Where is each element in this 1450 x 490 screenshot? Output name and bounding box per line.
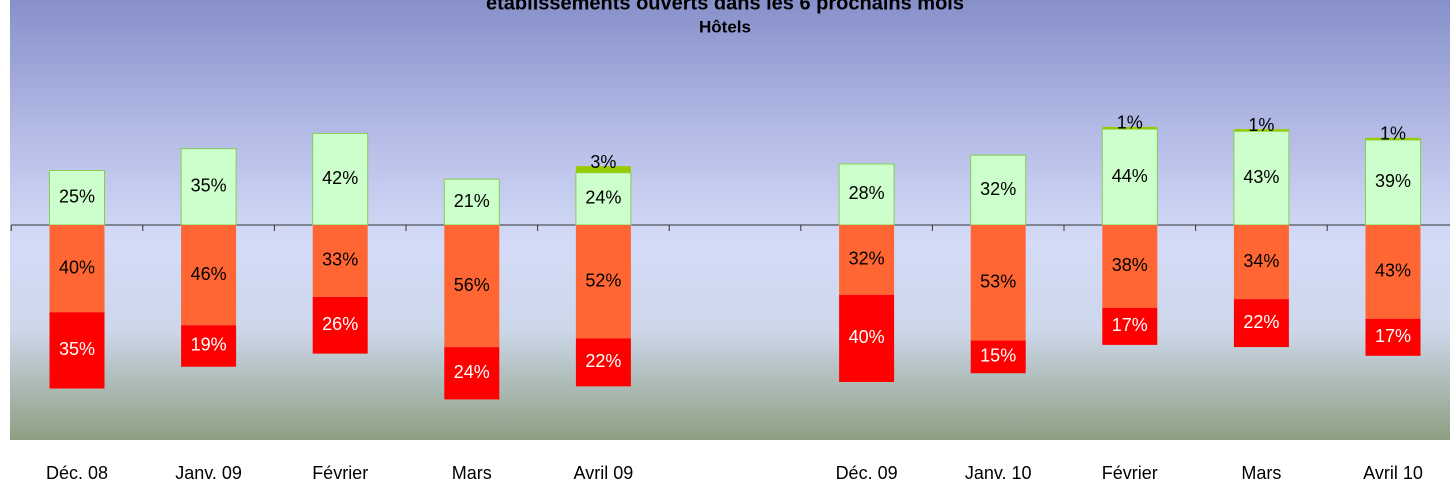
chart-title: établissements ouverts dans les 6 procha… [486, 0, 964, 14]
x-tick-label: Janv. 09 [175, 463, 242, 483]
bar-segment [575, 338, 631, 387]
data-label: 35% [59, 339, 95, 359]
x-tick-label: Déc. 09 [836, 463, 898, 483]
bar-segment [970, 154, 1027, 226]
data-label: 32% [980, 179, 1016, 199]
data-label: 52% [585, 270, 621, 290]
data-label: 17% [1112, 315, 1148, 335]
plot-background [10, 0, 1450, 440]
bar-segment [444, 347, 500, 400]
x-tick-label: Janv. 10 [965, 463, 1032, 483]
bar-segment [1102, 225, 1158, 308]
bar-segment [575, 225, 631, 339]
data-label: 24% [585, 188, 621, 208]
bar-segment [839, 294, 895, 382]
data-label: 39% [1375, 171, 1411, 191]
data-label: 19% [191, 335, 227, 355]
bar-segment [49, 312, 105, 389]
bar-segment [1365, 318, 1421, 356]
bar-segment [180, 148, 237, 226]
bar-segment [312, 225, 368, 297]
data-label: 38% [1112, 255, 1148, 275]
x-tick-label: Mars [452, 463, 492, 483]
bar-segment [575, 166, 631, 173]
bar-segment [1233, 225, 1289, 300]
data-label: 40% [59, 257, 95, 277]
data-label: 21% [454, 191, 490, 211]
data-label: 46% [191, 264, 227, 284]
data-label: 33% [322, 250, 358, 270]
data-label: 1% [1117, 113, 1143, 133]
bar-segment [1102, 126, 1158, 130]
x-tick-label: Février [1102, 463, 1158, 483]
data-label: 24% [454, 362, 490, 382]
data-label: 1% [1248, 115, 1274, 135]
data-label: 22% [1243, 312, 1279, 332]
bar-segment [970, 225, 1026, 341]
x-tick-label: Mars [1241, 463, 1281, 483]
data-label: 43% [1243, 167, 1279, 187]
data-label: 26% [322, 314, 358, 334]
bar-segment [312, 296, 368, 354]
data-label: 32% [849, 249, 885, 269]
data-label: 3% [590, 152, 616, 172]
data-label: 42% [322, 168, 358, 188]
data-label: 34% [1243, 251, 1279, 271]
bar-segment [181, 325, 237, 367]
data-label: 40% [849, 327, 885, 347]
bar-segment [1233, 299, 1289, 348]
data-label: 22% [585, 351, 621, 371]
x-tick-label: Avril 10 [1363, 463, 1423, 483]
data-label: 15% [980, 346, 1016, 366]
bar-segment [49, 225, 105, 313]
chart-subtitle: Hôtels [699, 17, 751, 36]
bar-segment [49, 170, 105, 226]
data-label: 1% [1380, 124, 1406, 144]
bar-segment [312, 132, 369, 226]
bar-segment [444, 225, 500, 348]
data-label: 17% [1375, 326, 1411, 346]
data-label: 28% [849, 183, 885, 203]
bar-segment [1102, 307, 1158, 345]
data-label: 35% [191, 176, 227, 196]
bar-segment [1365, 137, 1421, 140]
bar-segment [1365, 139, 1421, 226]
data-label: 25% [59, 187, 95, 207]
bar-segment [1233, 130, 1290, 226]
data-label: 56% [454, 275, 490, 295]
bar-segment [181, 225, 237, 326]
bar-segment [443, 178, 500, 226]
bar-segment [839, 225, 895, 295]
bar-segment [838, 163, 895, 226]
data-label: 53% [980, 272, 1016, 292]
x-tick-label: Avril 09 [574, 463, 634, 483]
data-label: 44% [1112, 166, 1148, 186]
bar-segment [1365, 225, 1421, 319]
x-tick-label: Déc. 08 [46, 463, 108, 483]
bar-segment [1233, 129, 1289, 132]
data-label: 43% [1375, 261, 1411, 281]
x-tick-label: Février [312, 463, 368, 483]
bar-segment [970, 340, 1026, 374]
